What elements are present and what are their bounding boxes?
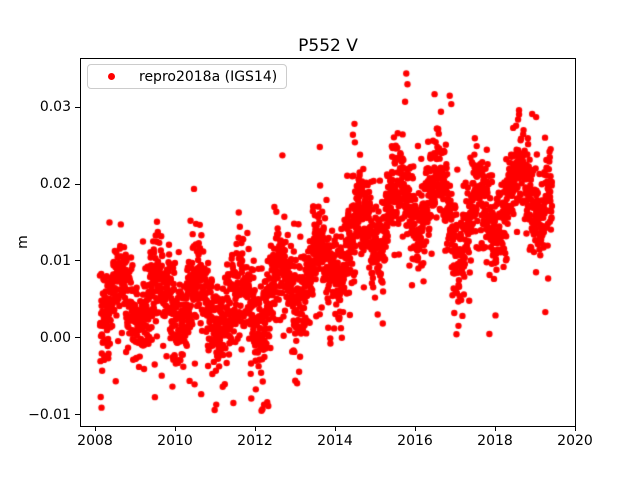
y-tick-mark [75, 337, 80, 339]
chart-title: P552 V [298, 36, 358, 56]
x-tick-mark [574, 427, 576, 431]
legend-label: repro2018a (IGS14) [139, 68, 278, 85]
x-tick-mark [174, 427, 176, 431]
x-tick-mark [334, 427, 336, 431]
y-tick-mark [75, 183, 80, 185]
legend-marker-dot [107, 73, 115, 80]
x-tick-label: 2010 [157, 433, 193, 449]
y-tick-label: 0.00 [39, 329, 71, 346]
x-tick-mark [254, 427, 256, 431]
x-tick-label: 2008 [77, 433, 113, 449]
x-tick-mark [414, 427, 416, 431]
plot-area: repro2018a (IGS14) [80, 58, 576, 427]
y-tick-label: −0.01 [28, 406, 71, 423]
y-tick-mark [75, 106, 80, 108]
y-tick-label: 0.01 [39, 252, 71, 269]
y-tick-mark [75, 414, 80, 416]
x-tick-label: 2016 [397, 433, 433, 449]
legend-box: repro2018a (IGS14) [87, 64, 288, 89]
x-tick-mark [94, 427, 96, 431]
x-tick-mark [494, 427, 496, 431]
scatter-points-canvas [81, 59, 575, 426]
legend-marker-area [94, 73, 128, 80]
y-axis-label: m [15, 235, 31, 249]
y-tick-mark [75, 260, 80, 262]
y-tick-label: 0.03 [39, 99, 71, 116]
x-tick-label: 2018 [477, 433, 513, 449]
x-tick-label: 2020 [557, 433, 593, 449]
x-tick-label: 2012 [237, 433, 273, 449]
y-tick-label: 0.02 [39, 176, 71, 193]
x-tick-label: 2014 [317, 433, 353, 449]
